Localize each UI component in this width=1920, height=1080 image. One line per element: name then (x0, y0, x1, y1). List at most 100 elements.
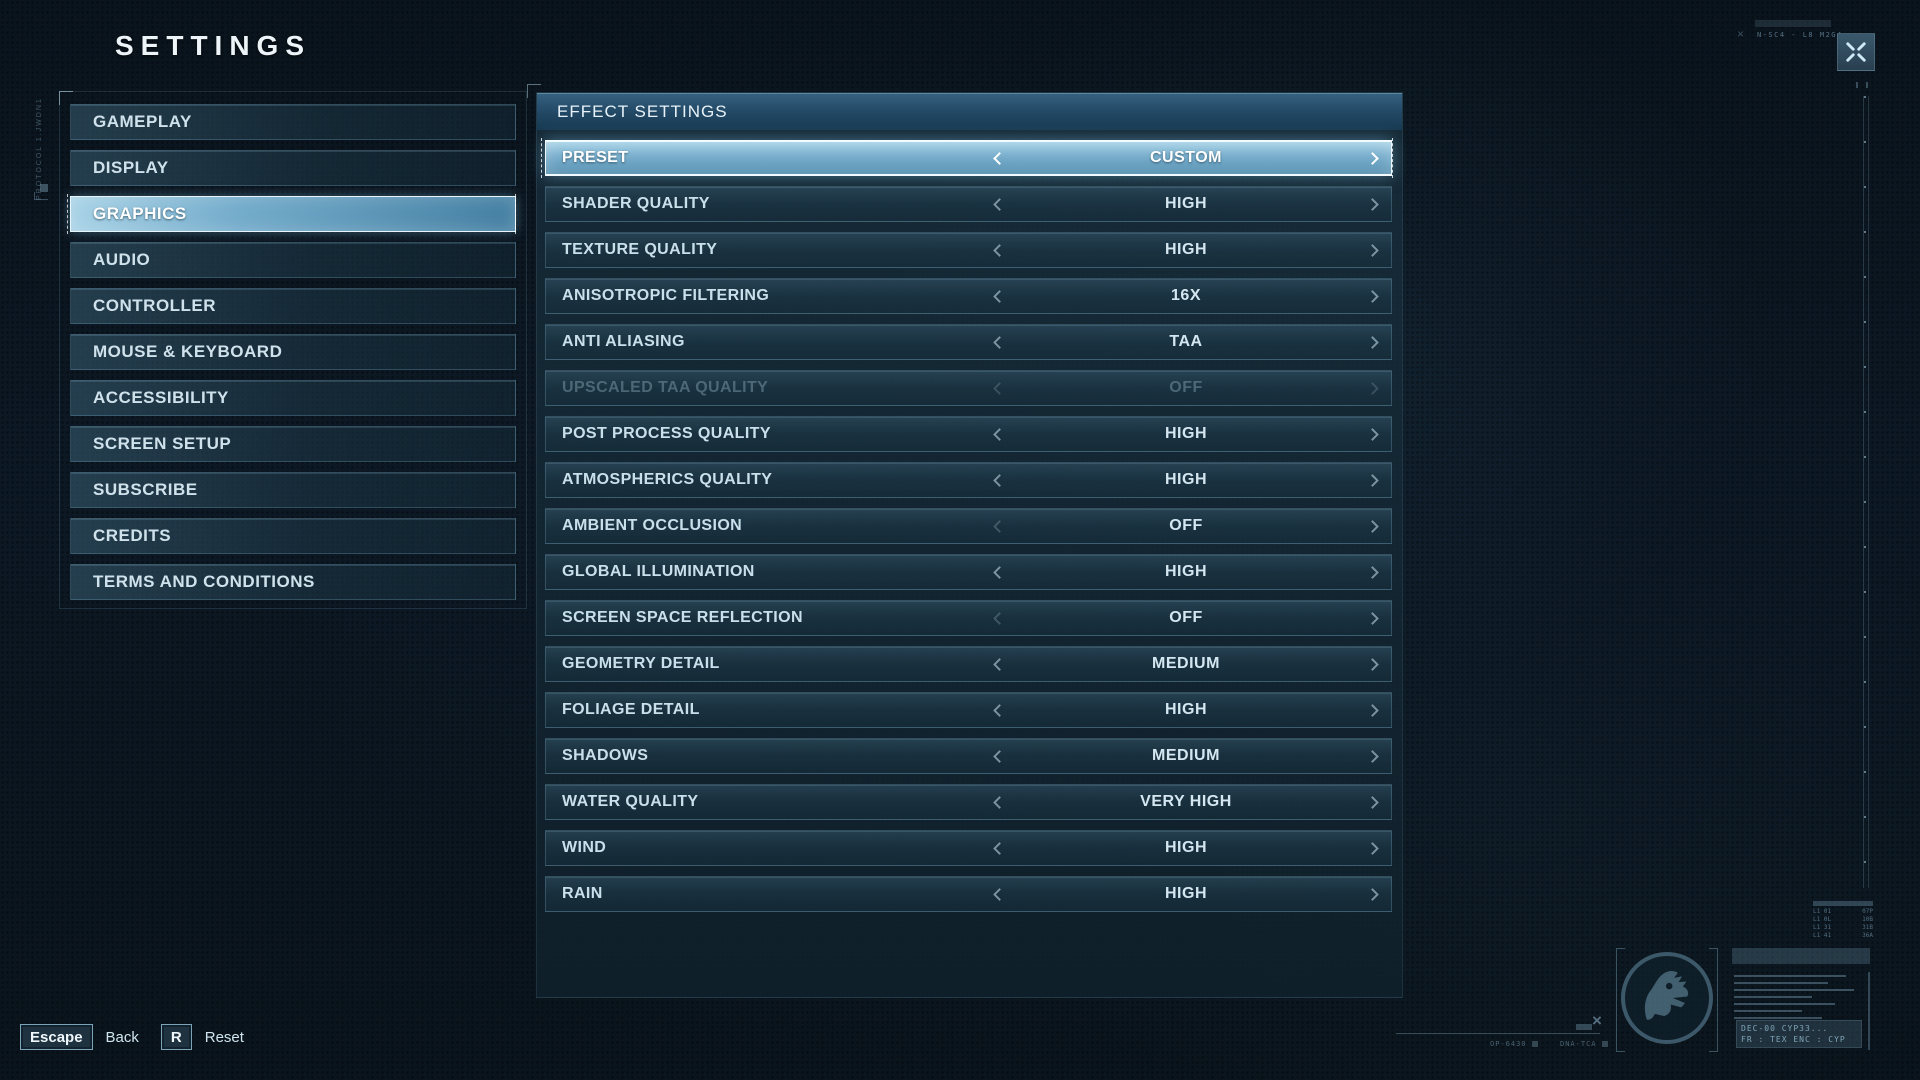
increase-chevron-icon[interactable] (1366, 795, 1379, 809)
setting-label: PRESET (562, 149, 629, 166)
sidebar-corner-bracket (59, 91, 73, 105)
sidebar-item-credits[interactable]: CREDITS (70, 518, 516, 554)
decrease-chevron-icon[interactable] (993, 473, 1006, 487)
sidebar-item-display[interactable]: DISPLAY (70, 150, 516, 186)
increase-chevron-icon[interactable] (1366, 197, 1379, 211)
hud-ruler-badge (1576, 1024, 1592, 1030)
setting-row-wind[interactable]: WIND HIGH (545, 830, 1392, 866)
setting-row-screen-space-reflection[interactable]: SCREEN SPACE REFLECTION OFF (545, 600, 1392, 636)
setting-value: HIGH (1165, 839, 1207, 856)
increase-chevron-icon[interactable] (1366, 243, 1379, 257)
increase-chevron-icon[interactable] (1366, 703, 1379, 717)
setting-value: MEDIUM (1152, 655, 1220, 672)
decrease-chevron-icon[interactable] (993, 565, 1006, 579)
reset-label[interactable]: Reset (204, 1028, 244, 1046)
setting-row-water-quality[interactable]: WATER QUALITY VERY HIGH (545, 784, 1392, 820)
setting-row-anisotropic-filtering[interactable]: ANISOTROPIC FILTERING 16X (545, 278, 1392, 314)
setting-row-shader-quality[interactable]: SHADER QUALITY HIGH (545, 186, 1392, 222)
decrease-chevron-icon[interactable] (993, 335, 1006, 349)
increase-chevron-icon[interactable] (1366, 565, 1379, 579)
setting-label: ANTI ALIASING (562, 333, 685, 350)
setting-row-shadows[interactable]: SHADOWS MEDIUM (545, 738, 1392, 774)
expand-x-icon (1846, 42, 1866, 62)
back-label[interactable]: Back (105, 1028, 139, 1046)
sidebar-item-subscribe[interactable]: SUBSCRIBE (70, 472, 516, 508)
increase-chevron-icon[interactable] (1366, 749, 1379, 763)
increase-chevron-icon[interactable] (1366, 473, 1379, 487)
sidebar-item-gameplay[interactable]: GAMEPLAY (70, 104, 516, 140)
decrease-chevron-icon[interactable] (993, 197, 1006, 211)
decrease-chevron-icon[interactable] (993, 289, 1006, 303)
decrease-chevron-icon[interactable] (993, 427, 1006, 441)
sidebar-item-graphics[interactable]: GRAPHICS (67, 194, 516, 234)
setting-value: HIGH (1165, 701, 1207, 718)
increase-chevron-icon[interactable] (1366, 841, 1379, 855)
sidebar-item-controller[interactable]: CONTROLLER (70, 288, 516, 324)
hud-ruler-line (1396, 1033, 1600, 1034)
decrease-chevron-icon[interactable] (993, 243, 1006, 257)
hud-ruler-label-text: OP-6430 (1490, 1040, 1527, 1048)
setting-row-preset[interactable]: PRESET CUSTOM (541, 138, 1393, 178)
setting-label: SCREEN SPACE REFLECTION (562, 609, 803, 626)
mini-table-cell: 07P (1862, 908, 1873, 915)
sidebar-item-label: CONTROLLER (93, 296, 217, 315)
sidebar-item-accessibility[interactable]: ACCESSIBILITY (70, 380, 516, 416)
hud-square-decor (1601, 1041, 1608, 1047)
expand-window-button[interactable] (1837, 33, 1875, 71)
setting-row-texture-quality[interactable]: TEXTURE QUALITY HIGH (545, 232, 1392, 268)
setting-row-rain[interactable]: RAIN HIGH (545, 876, 1392, 912)
sidebar-item-screen-setup[interactable]: SCREEN SETUP (70, 426, 516, 462)
setting-row-upscaled-taa-quality: UPSCALED TAA QUALITY OFF (545, 370, 1392, 406)
mini-table-cell: L1 01 (1813, 908, 1832, 915)
decoder-readout: DEC-00 CYP33... FR : TEX ENC : CYP (1736, 1020, 1862, 1048)
increase-chevron-icon[interactable] (1366, 611, 1379, 625)
sidebar-item-terms[interactable]: TERMS AND CONDITIONS (70, 564, 516, 600)
increase-chevron-icon[interactable] (1366, 335, 1379, 349)
escape-key-badge[interactable]: Escape (20, 1024, 93, 1050)
decoder-line: FR : TEX ENC : CYP (1741, 1035, 1846, 1044)
top-right-code: N-SC4 - L8 M2G4 (1757, 31, 1843, 39)
decrease-chevron-icon[interactable] (993, 795, 1006, 809)
sidebar-item-mouse-keyboard[interactable]: MOUSE & KEYBOARD (70, 334, 516, 370)
setting-label: SHADOWS (562, 747, 649, 764)
setting-row-post-process-quality[interactable]: POST PROCESS QUALITY HIGH (545, 416, 1392, 452)
increase-chevron-icon[interactable] (1366, 151, 1379, 165)
increase-chevron-icon[interactable] (1366, 289, 1379, 303)
setting-row-foliage-detail[interactable]: FOLIAGE DETAIL HIGH (545, 692, 1392, 728)
decrease-chevron-icon[interactable] (993, 841, 1006, 855)
setting-row-atmospherics-quality[interactable]: ATMOSPHERICS QUALITY HIGH (545, 462, 1392, 498)
setting-row-global-illumination[interactable]: GLOBAL ILLUMINATION HIGH (545, 554, 1392, 590)
decrease-chevron-icon[interactable] (993, 749, 1006, 763)
increase-chevron-icon[interactable] (1366, 657, 1379, 671)
r-key-badge[interactable]: R (160, 1024, 192, 1050)
setting-row-anti-aliasing[interactable]: ANTI ALIASING TAA (545, 324, 1392, 360)
mini-table-cell: 31B (1862, 924, 1873, 931)
decrease-chevron-icon[interactable] (993, 519, 1006, 533)
increase-chevron-icon[interactable] (1366, 427, 1379, 441)
mini-table-cell: L1 41 (1813, 932, 1832, 939)
setting-row-ambient-occlusion[interactable]: AMBIENT OCCLUSION OFF (545, 508, 1392, 544)
setting-value: HIGH (1165, 425, 1207, 442)
decrease-chevron-icon[interactable] (993, 151, 1006, 165)
setting-row-geometry-detail[interactable]: GEOMETRY DETAIL MEDIUM (545, 646, 1392, 682)
decrease-chevron-icon[interactable] (993, 887, 1006, 901)
decrease-chevron-icon[interactable] (993, 611, 1006, 625)
increase-chevron-icon[interactable] (1366, 887, 1379, 901)
mini-table-row: L1 01 07P (1813, 908, 1873, 916)
hud-mini-table: L1 01 07P L1 0L 10B L1 31 31B L1 41 36A (1813, 901, 1873, 940)
setting-value: CUSTOM (1149, 149, 1223, 166)
decrease-chevron-icon[interactable] (993, 703, 1006, 717)
setting-value: TAA (1169, 333, 1203, 350)
setting-label: TEXTURE QUALITY (562, 241, 718, 258)
decrease-chevron-icon[interactable] (993, 657, 1006, 671)
sidebar-item-audio[interactable]: AUDIO (70, 242, 516, 278)
top-right-strip-decor (1755, 20, 1831, 27)
sidebar-item-label: DISPLAY (93, 158, 169, 177)
increase-chevron-icon (1366, 381, 1379, 395)
mini-table-cell: 10B (1862, 916, 1873, 923)
setting-label: ANISOTROPIC FILTERING (562, 287, 770, 304)
sidebar-item-label: GAMEPLAY (93, 112, 192, 131)
setting-label: ATMOSPHERICS QUALITY (562, 471, 773, 488)
increase-chevron-icon[interactable] (1366, 519, 1379, 533)
